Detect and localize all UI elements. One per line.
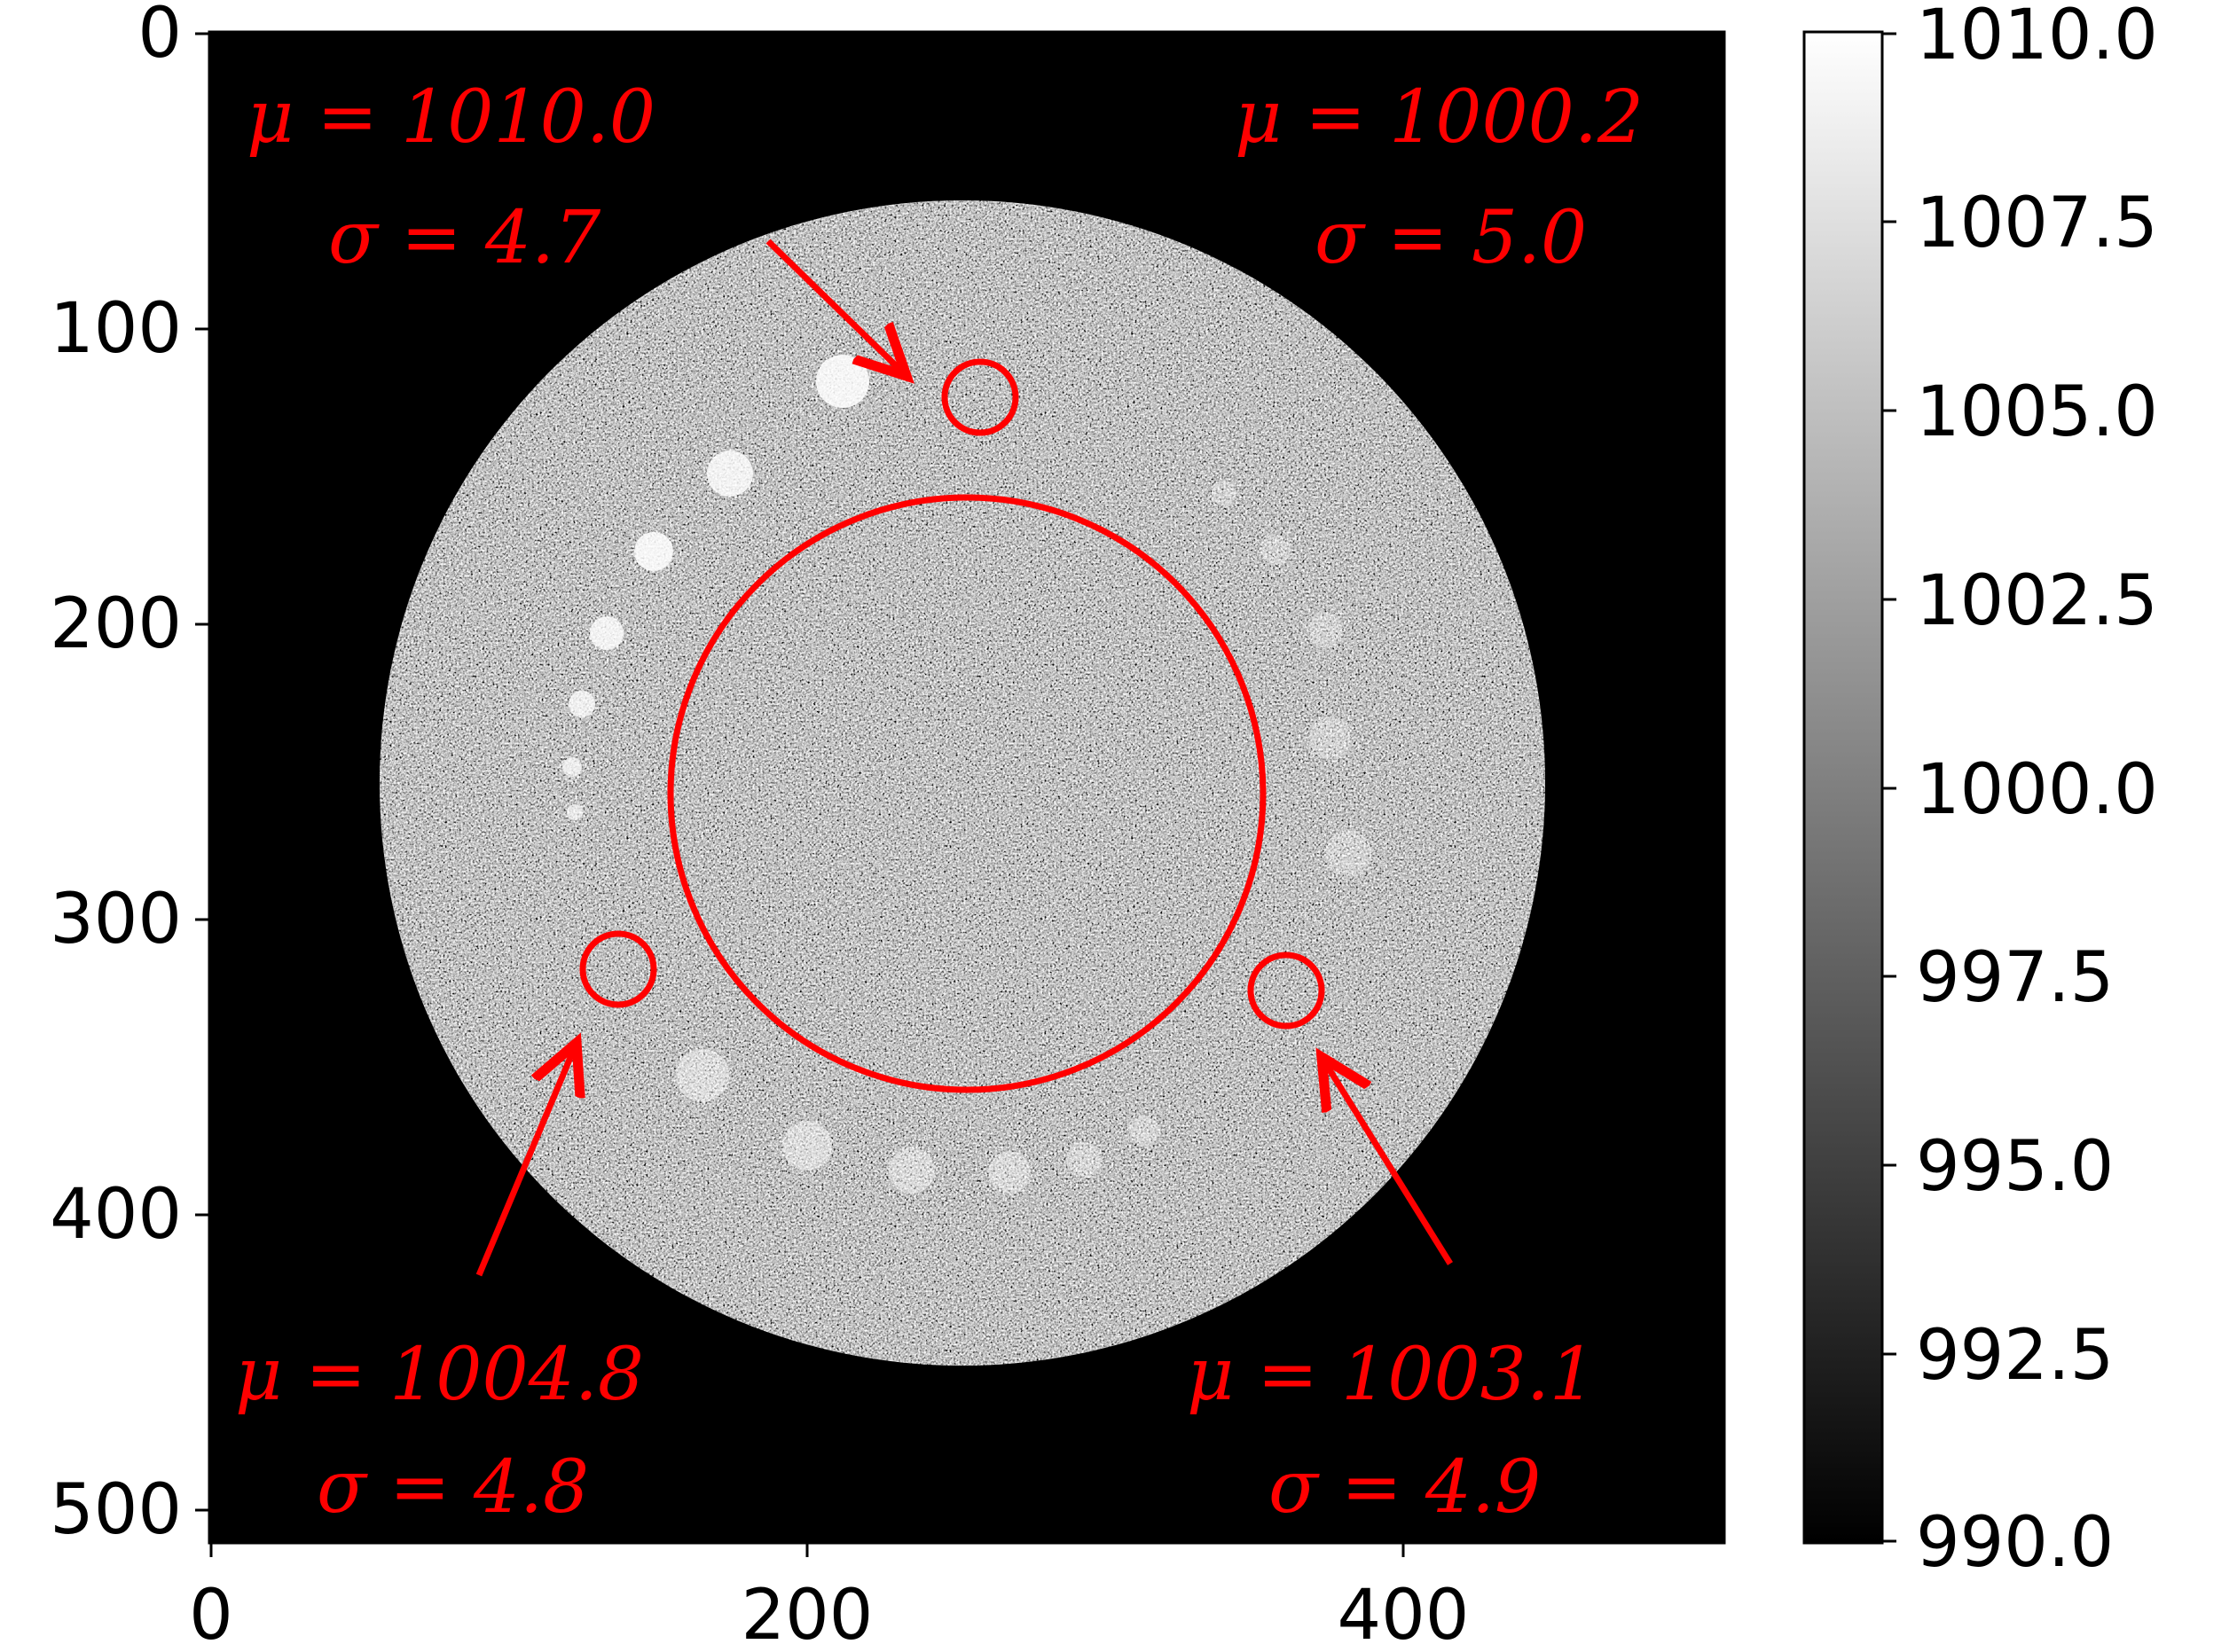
contrast-insert	[816, 355, 869, 408]
x-axis: 0 200 400	[189, 1543, 1469, 1652]
arrow-top	[765, 239, 907, 376]
contrast-insert	[1260, 535, 1291, 565]
contrast-insert	[707, 450, 753, 497]
contrast-insert	[590, 616, 624, 650]
roi-center-circle	[667, 494, 1267, 1093]
contrast-insert	[562, 757, 582, 777]
colorbar-tick-label: 997.5	[1916, 938, 2114, 1018]
annotation-top-left-sigma: σ = 4.7	[328, 196, 601, 280]
phantom-disk	[380, 200, 1545, 1366]
contrast-insert	[1129, 1116, 1159, 1146]
colorbar-tick-label: 990.0	[1916, 1503, 2114, 1583]
contrast-insert	[1212, 481, 1236, 505]
x-tick-label: 400	[1338, 1576, 1470, 1652]
arrow-bottom-left	[475, 1043, 577, 1277]
contrast-insert	[1066, 1142, 1102, 1178]
colorbar-ticks: 1010.0 1007.5 1005.0 1002.5 1000.0 997.5…	[1882, 0, 2158, 1583]
colorbar-tick-label: 1000.0	[1916, 750, 2158, 830]
y-axis: 0 100 200 300 400 500	[50, 0, 209, 1550]
contrast-insert	[889, 1147, 935, 1194]
colorbar-tick-label: 995.0	[1916, 1127, 2114, 1207]
annotation-top-left-mu: μ = 1010.0	[247, 75, 655, 160]
roi-right-circle	[1247, 951, 1325, 1030]
contrast-insert	[782, 1121, 832, 1170]
contrast-insert	[1325, 830, 1371, 876]
y-tick-label: 400	[50, 1175, 182, 1255]
annotation-bottom-right-sigma: σ = 4.9	[1268, 1445, 1541, 1530]
y-tick-label: 0	[137, 0, 182, 74]
y-tick-label: 500	[50, 1470, 182, 1550]
colorbar-tick-label: 1002.5	[1916, 561, 2158, 641]
roi-left-circle	[579, 930, 657, 1008]
y-tick-label: 300	[50, 880, 182, 959]
annotations: μ = 1010.0 σ = 4.7 μ = 1000.2 σ = 5.0 μ …	[235, 75, 1644, 1530]
x-tick-label: 0	[189, 1576, 233, 1652]
arrow-bottom-right	[1322, 1057, 1453, 1265]
colorbar-tick-label: 1010.0	[1916, 0, 2158, 75]
contrast-insert	[567, 804, 583, 820]
x-tick-label: 200	[742, 1576, 874, 1652]
roi-markers	[579, 358, 1325, 1093]
contrast-insert	[988, 1151, 1031, 1194]
colorbar-tick-label: 1005.0	[1916, 372, 2158, 452]
contrast-insert	[634, 532, 673, 571]
y-tick-label: 100	[50, 289, 182, 369]
annotation-top-right-sigma: σ = 5.0	[1315, 196, 1587, 280]
contrast-inserts	[562, 355, 1371, 1194]
annotation-bottom-left-sigma: σ = 4.8	[317, 1445, 589, 1530]
y-tick-label: 200	[50, 584, 182, 664]
contrast-insert	[676, 1049, 729, 1102]
annotation-top-right-mu: μ = 1000.2	[1235, 75, 1644, 160]
colorbar-tick-label: 992.5	[1916, 1316, 2114, 1396]
annotation-bottom-right-mu: μ = 1003.1	[1187, 1333, 1596, 1417]
contrast-insert	[1307, 612, 1343, 647]
image-frame	[208, 30, 1726, 1545]
roi-top-circle	[941, 358, 1019, 436]
colorbar-tick-label: 1007.5	[1916, 184, 2158, 263]
annotation-bottom-left-mu: μ = 1004.8	[235, 1333, 644, 1417]
contrast-insert	[569, 691, 595, 717]
contrast-insert	[1309, 716, 1352, 759]
colorbar	[1802, 30, 1884, 1545]
arrows	[475, 239, 1453, 1277]
